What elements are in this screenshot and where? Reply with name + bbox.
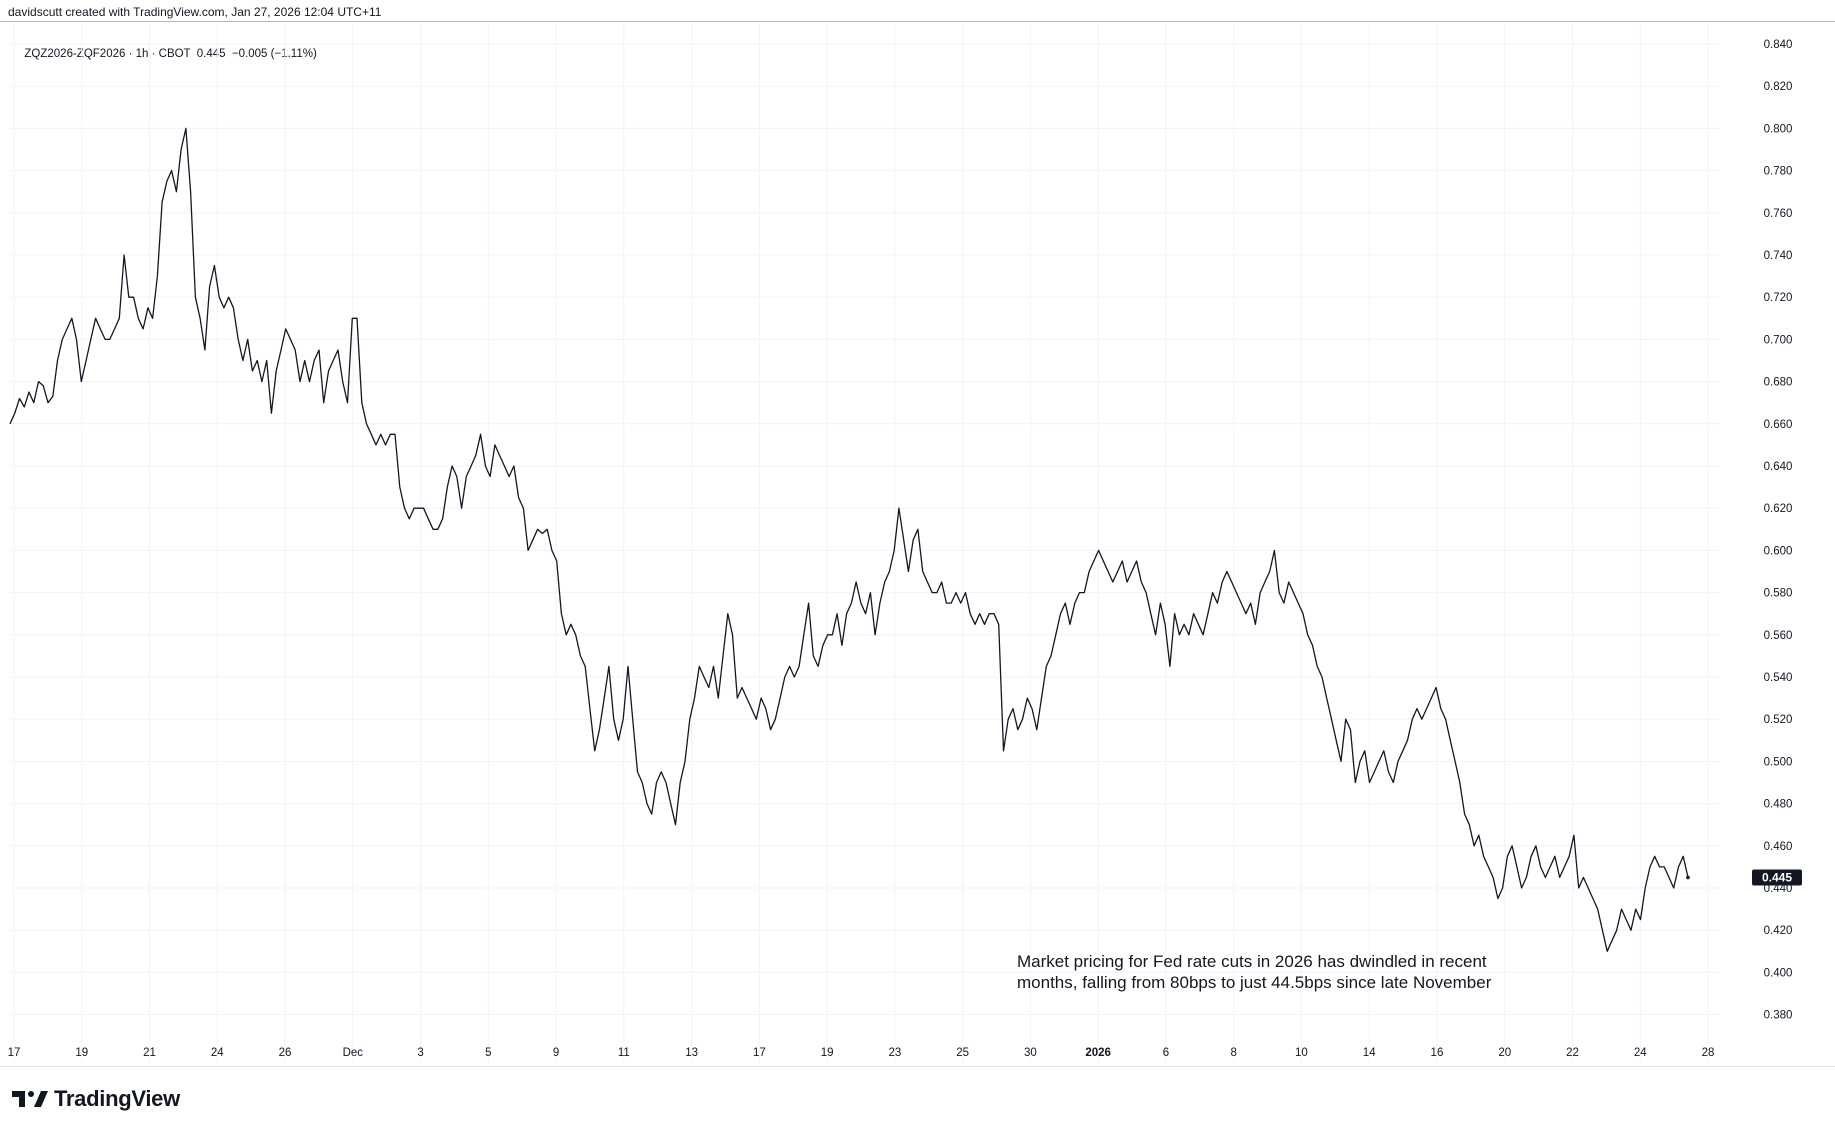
date-tick-label: 3 [417, 1047, 423, 1059]
date-tick-label: 6 [1163, 1047, 1169, 1059]
price-tick-label: 0.700 [1764, 334, 1793, 346]
date-tick-label: 24 [211, 1047, 224, 1059]
date-tick-label: 20 [1498, 1047, 1511, 1059]
price-tick-label: 0.540 [1764, 672, 1793, 684]
date-tick-label: 23 [888, 1047, 901, 1059]
price-line-layer [9, 127, 1690, 952]
price-tick-label: 0.460 [1764, 841, 1793, 853]
date-tick-label: 14 [1363, 1047, 1376, 1059]
bottom-border [0, 1066, 1835, 1067]
date-tick-label: 9 [553, 1047, 559, 1059]
price-chart[interactable]: 0.840 0.820 0.800 0.780 0.760 0.740 0.720 0.700… [0, 22, 1835, 1066]
separator: · [125, 48, 136, 60]
price-tick-label: 0.580 [1764, 588, 1793, 600]
date-tick-label: 11 [618, 1047, 630, 1059]
top-border [0, 21, 1835, 22]
time-axis[interactable]: 17 19 21 24 26 Dec 3 5 9 11 13 17 19 23 25 30 2026 6 8 10 14… [8, 1047, 1715, 1059]
date-tick-label: 13 [685, 1047, 698, 1059]
price-tick-label: 0.740 [1764, 250, 1793, 262]
date-tick-label: 24 [1634, 1047, 1647, 1059]
price-tick-label: 0.560 [1764, 630, 1793, 642]
price-tick-label: 0.680 [1764, 377, 1793, 389]
price-tick-label: 0.420 [1764, 925, 1793, 937]
separator: · [148, 48, 159, 60]
price-tick-label: 0.380 [1764, 1010, 1793, 1022]
tradingview-logo-text: TradingView [54, 1086, 180, 1111]
price-tick-label: 0.800 [1764, 123, 1793, 135]
price-tick-label: 0.620 [1764, 503, 1793, 515]
price-series-line [9, 127, 1689, 952]
chart-annotation: Market pricing for Fed rate cuts in 2026… [1017, 952, 1492, 992]
change-percent: (−1.11%) [270, 48, 317, 60]
chart-grid [10, 22, 1720, 1062]
price-axis[interactable]: 0.840 0.820 0.800 0.780 0.760 0.740 0.720 0.700… [1752, 39, 1802, 1022]
date-tick-label: 10 [1295, 1047, 1308, 1059]
date-tick-label: 25 [956, 1047, 969, 1059]
date-tick-label: 28 [1702, 1047, 1715, 1059]
date-tick-label: 16 [1431, 1047, 1444, 1059]
price-tick-label: 0.400 [1764, 967, 1793, 979]
price-tick-label: 0.760 [1764, 208, 1793, 220]
price-tick-label: 0.640 [1764, 461, 1793, 473]
date-tick-label: 26 [279, 1047, 292, 1059]
price-tick-label: 0.820 [1764, 81, 1793, 93]
symbol-info[interactable]: ZQZ2026-ZQF2026 · 1h · CBOT 0.445 −0.005… [18, 36, 317, 60]
symbol-name[interactable]: ZQZ2026-ZQF2026 [24, 48, 126, 60]
date-tick-label: 22 [1566, 1047, 1579, 1059]
date-tick-label: 19 [821, 1047, 834, 1059]
change-value: −0.005 [231, 48, 268, 60]
price-tick-label: 0.480 [1764, 799, 1793, 811]
tradingview-logo-icon [12, 1091, 48, 1107]
last-price-dot [1686, 875, 1690, 880]
price-tick-label: 0.520 [1764, 714, 1793, 726]
price-tick-label: 0.780 [1764, 166, 1793, 178]
last-price-badge [1752, 869, 1802, 886]
price-tick-label: 0.720 [1764, 292, 1793, 304]
price-tick-label: 0.840 [1764, 39, 1793, 51]
date-tick-label: 21 [143, 1047, 156, 1059]
last-value: 0.445 [196, 48, 226, 60]
date-tick-label: 30 [1024, 1047, 1037, 1059]
price-tick-label: 0.660 [1764, 419, 1793, 431]
date-tick-label: Dec [343, 1047, 364, 1059]
chart-credit: davidscutt created with TradingView.com,… [8, 5, 382, 19]
price-tick-label: 0.440 [1764, 883, 1793, 895]
tradingview-logo[interactable]: TradingView [12, 1086, 180, 1112]
date-tick-label: 17 [753, 1047, 766, 1059]
price-tick-label: 0.600 [1764, 545, 1793, 557]
date-tick-label: 2026 [1085, 1047, 1111, 1059]
date-tick-label: 19 [75, 1047, 88, 1059]
date-tick-label: 5 [485, 1047, 491, 1059]
date-tick-label: 17 [8, 1047, 21, 1059]
date-tick-label: 8 [1230, 1047, 1236, 1059]
exchange: CBOT [158, 48, 191, 60]
annotation-line: Market pricing for Fed rate cuts in 2026… [1017, 952, 1487, 971]
interval[interactable]: 1h [135, 48, 149, 60]
last-price-badge-label: 0.445 [1762, 870, 1792, 884]
price-tick-label: 0.500 [1764, 756, 1793, 768]
annotation-line: months, falling from 80bps to just 44.5b… [1017, 973, 1492, 992]
